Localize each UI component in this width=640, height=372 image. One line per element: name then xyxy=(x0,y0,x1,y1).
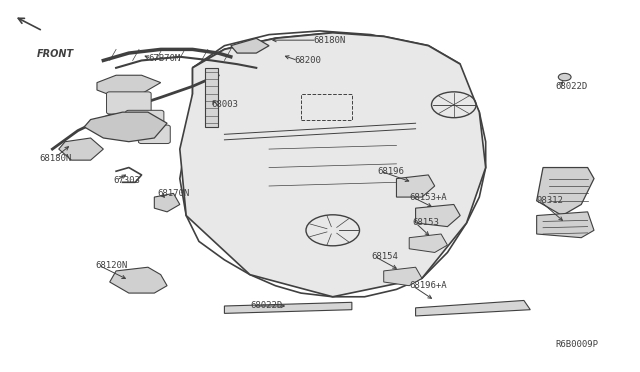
Polygon shape xyxy=(415,301,531,316)
Polygon shape xyxy=(59,138,103,160)
Polygon shape xyxy=(384,267,422,286)
Text: 68003: 68003 xyxy=(212,100,239,109)
Text: 68153+A: 68153+A xyxy=(409,193,447,202)
Text: 68180N: 68180N xyxy=(314,36,346,45)
Text: FRONT: FRONT xyxy=(36,49,74,60)
FancyBboxPatch shape xyxy=(125,110,164,129)
Polygon shape xyxy=(205,68,218,127)
Polygon shape xyxy=(409,234,447,253)
Circle shape xyxy=(558,73,571,81)
Polygon shape xyxy=(231,38,269,53)
Text: 68022D: 68022D xyxy=(250,301,282,311)
PathPatch shape xyxy=(180,33,486,297)
Text: 67303: 67303 xyxy=(113,176,140,185)
Text: 68200: 68200 xyxy=(294,56,321,65)
Text: 68196+A: 68196+A xyxy=(409,281,447,290)
Text: 68154: 68154 xyxy=(371,251,398,261)
Polygon shape xyxy=(396,175,435,197)
Polygon shape xyxy=(154,193,180,212)
Polygon shape xyxy=(84,112,167,142)
PathPatch shape xyxy=(212,75,447,253)
Polygon shape xyxy=(109,267,167,293)
Text: 68120N: 68120N xyxy=(96,261,128,270)
Polygon shape xyxy=(415,205,460,227)
Text: 67B70M: 67B70M xyxy=(148,54,180,63)
Polygon shape xyxy=(97,75,161,97)
Text: 68022D: 68022D xyxy=(556,82,588,91)
Text: 68153: 68153 xyxy=(412,218,439,227)
Text: 68170N: 68170N xyxy=(157,189,189,198)
Polygon shape xyxy=(225,302,352,313)
FancyBboxPatch shape xyxy=(106,92,151,114)
Text: 68196: 68196 xyxy=(378,167,404,176)
Polygon shape xyxy=(537,167,594,215)
Polygon shape xyxy=(537,212,594,238)
Text: 68180N: 68180N xyxy=(40,154,72,163)
FancyBboxPatch shape xyxy=(138,125,170,144)
Text: R6B0009P: R6B0009P xyxy=(556,340,599,349)
Text: 98312: 98312 xyxy=(537,196,564,205)
